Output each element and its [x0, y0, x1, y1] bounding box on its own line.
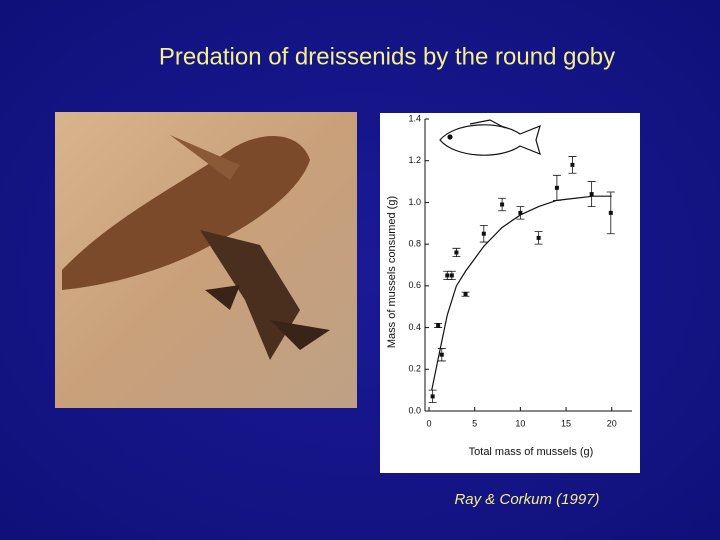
- x-tick-label: 20: [607, 418, 617, 428]
- x-tick-label: 15: [561, 418, 571, 428]
- data-point: [608, 210, 613, 215]
- data-point: [536, 235, 541, 240]
- x-tick-label: 10: [515, 418, 525, 428]
- y-tick-label: 0.0: [408, 405, 421, 415]
- x-axis-label: Total mass of mussels (g): [469, 446, 594, 458]
- data-point: [436, 323, 441, 328]
- data-point: [430, 394, 435, 399]
- slide-title: Predation of dreissenids by the round go…: [159, 43, 615, 70]
- data-point: [481, 231, 486, 236]
- data-point: [454, 250, 459, 255]
- fish-icon: [439, 119, 541, 156]
- y-tick-label: 1.4: [408, 113, 421, 123]
- y-tick-label: 0.8: [408, 239, 421, 249]
- data-point: [518, 210, 523, 215]
- y-tick-label: 0.6: [408, 280, 421, 290]
- goby-photo: [55, 112, 357, 408]
- chart-panel: [380, 113, 640, 473]
- data-point: [449, 273, 454, 278]
- fit-curve: [431, 195, 612, 391]
- y-tick-label: 0.4: [408, 322, 421, 332]
- data-point: [439, 352, 444, 357]
- data-point: [500, 202, 505, 207]
- y-tick-label: 1.0: [408, 197, 421, 207]
- data-point: [589, 192, 594, 197]
- data-point: [445, 273, 450, 278]
- data-point: [463, 292, 468, 297]
- data-point: [570, 162, 575, 167]
- y-tick-label: 1.2: [408, 155, 421, 165]
- x-tick-label: 0: [426, 418, 431, 428]
- citation: Ray & Corkum (1997): [454, 491, 599, 508]
- y-tick-label: 0.2: [408, 364, 421, 374]
- y-axis-label: Mass of mussels consumed (g): [386, 196, 398, 348]
- data-point: [554, 185, 559, 190]
- x-tick-label: 5: [472, 418, 477, 428]
